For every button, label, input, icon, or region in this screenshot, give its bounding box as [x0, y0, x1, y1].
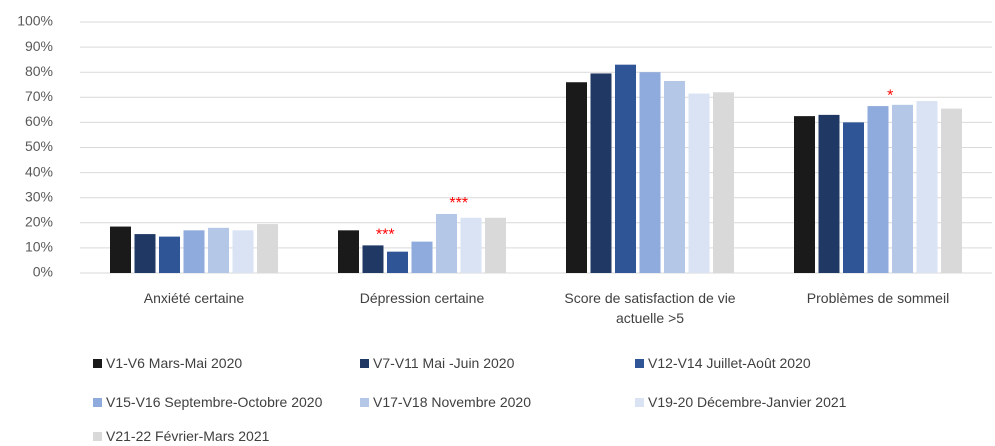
bar [688, 93, 710, 273]
bar [916, 101, 938, 273]
y-tick-label: 90% [25, 38, 53, 54]
bar [232, 230, 254, 273]
annotation: *** [376, 227, 395, 244]
legend-swatch [93, 431, 102, 441]
legend-item: V15-V16 Septembre-Octobre 2020 [93, 394, 322, 410]
legend-label: V12-V14 Juillet-Août 2020 [648, 355, 811, 371]
legend-label: V21-22 Février-Mars 2021 [106, 428, 270, 444]
legend-item: V12-V14 Juillet-Août 2020 [635, 355, 811, 371]
x-tick-label: Score de satisfaction de vie actuelle >5 [564, 290, 736, 326]
bar [941, 108, 962, 273]
legend-item: V21-22 Février-Mars 2021 [93, 428, 269, 444]
bar [208, 227, 229, 273]
annotation: *** [449, 195, 468, 212]
legend-label: V19-20 Décembre-Janvier 2021 [648, 394, 847, 410]
y-tick-label: 60% [25, 113, 53, 129]
bar [818, 114, 840, 274]
y-tick-label: 80% [25, 63, 53, 79]
bar [843, 122, 864, 274]
bar [257, 224, 278, 273]
legend-label: V1-V6 Mars-Mai 2020 [106, 355, 243, 371]
bar [615, 64, 636, 273]
bar [794, 116, 815, 273]
bar [110, 226, 131, 273]
x-tick-label: Dépression certaine [359, 290, 485, 306]
bar [566, 82, 587, 274]
y-tick-label: 10% [25, 239, 53, 255]
legend-item: V1-V6 Mars-Mai 2020 [93, 355, 242, 371]
bar [590, 73, 612, 273]
legend-swatch [360, 397, 369, 407]
bar [639, 72, 661, 273]
legend-label: V17-V18 Novembre 2020 [373, 394, 531, 410]
legend-swatch [635, 358, 644, 368]
legend-label: V15-V16 Septembre-Octobre 2020 [106, 394, 323, 410]
bar [338, 230, 359, 273]
bar [892, 104, 913, 273]
legend-item: V7-V11 Mai -Juin 2020 [360, 355, 514, 371]
bar [713, 92, 734, 273]
y-tick-label: 30% [25, 188, 53, 204]
bar [436, 214, 457, 273]
legend-swatch [93, 397, 102, 407]
y-tick-label: 100% [17, 13, 53, 29]
bar [183, 230, 205, 273]
y-tick-label: 0% [33, 264, 53, 280]
bar [134, 234, 156, 273]
bar [387, 251, 408, 273]
x-tick-label: Anxiété certaine [143, 290, 245, 306]
bar [411, 241, 433, 273]
legend-swatch [635, 397, 644, 407]
y-tick-label: 50% [25, 138, 53, 154]
y-tick-label: 40% [25, 163, 53, 179]
legend-swatch [360, 358, 369, 368]
y-tick-label: 70% [25, 88, 53, 104]
bar [362, 245, 384, 273]
x-tick-label: Problèmes de sommeil [806, 290, 950, 306]
bar [460, 217, 482, 273]
legend-item: V17-V18 Novembre 2020 [360, 394, 531, 410]
annotation: * [887, 87, 893, 104]
bar [664, 80, 685, 273]
bar [159, 236, 180, 273]
bar [867, 106, 889, 274]
y-tick-label: 20% [25, 214, 53, 230]
legend-swatch [93, 358, 102, 368]
bar [485, 217, 506, 273]
legend-label: V7-V11 Mai -Juin 2020 [373, 355, 515, 371]
legend-item: V19-20 Décembre-Janvier 2021 [635, 394, 846, 410]
